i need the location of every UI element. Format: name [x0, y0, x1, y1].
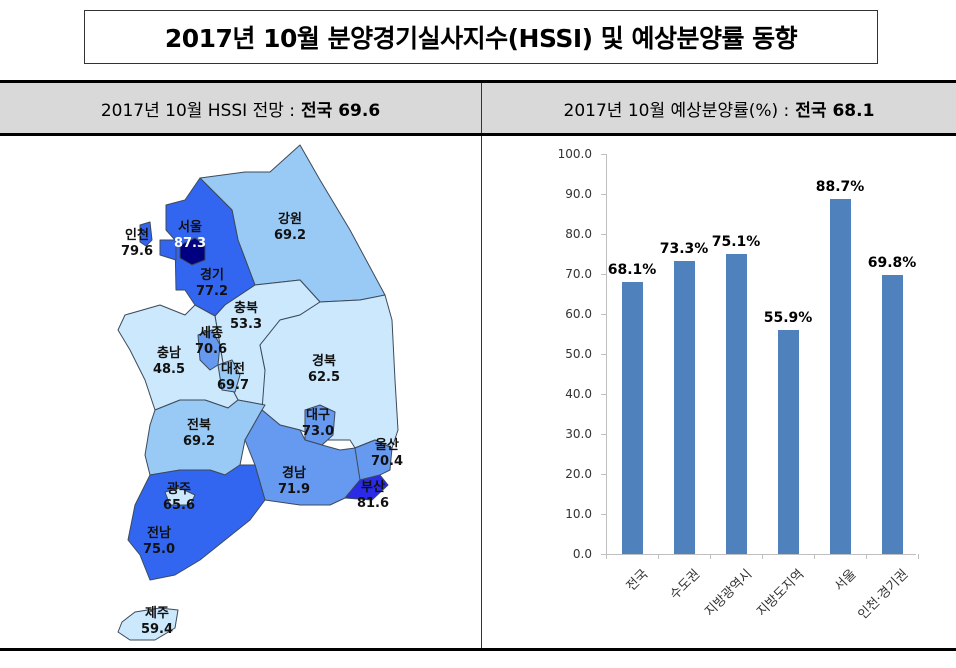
bar-value-label: 69.8%: [867, 254, 917, 271]
region-label-daegu: 대구 73.0: [301, 408, 335, 439]
x-category-label: 지방도지역: [754, 566, 808, 620]
bar-value-label: 73.3%: [659, 240, 709, 257]
hssi-korea-map: 인천 79.6 서울 87.3 경기 77.2 강원 69.2 충북 53.3 세종 70.…: [0, 136, 481, 648]
region-label-gyeonggi: 경기 77.2: [195, 268, 229, 299]
region-label-gyeongbuk: 경북 62.5: [307, 354, 341, 385]
y-tick-mark: [601, 354, 606, 355]
y-tick: 70.0: [565, 267, 592, 281]
hssi-header: 2017년 10월 HSSI 전망 : 전국 69.6: [0, 83, 482, 133]
y-tick-mark: [601, 554, 606, 555]
region-jeonbuk: [144, 399, 266, 476]
hssi-header-value: 전국 69.6: [301, 100, 381, 121]
region-seoul: [179, 237, 206, 266]
bar: [882, 274, 903, 554]
y-tick-mark: [601, 474, 606, 475]
section-header-row: 2017년 10월 HSSI 전망 : 전국 69.6 2017년 10월 예상…: [0, 80, 956, 136]
page-title: 2017년 10월 분양경기실사지수(HSSI) 및 예상분양률 동향: [84, 10, 878, 64]
y-tick-mark: [601, 394, 606, 395]
x-tick-mark: [918, 554, 919, 559]
y-tick: 20.0: [565, 467, 592, 481]
bar: [726, 253, 747, 554]
y-tick: 90.0: [565, 187, 592, 201]
y-axis-line: [606, 154, 607, 554]
x-category-label: 수도권: [667, 566, 704, 603]
x-category-label: 인천·경기권: [855, 566, 912, 623]
y-tick: 100.0: [557, 147, 592, 161]
region-jeonnam: [127, 464, 266, 581]
region-gyeonggi: [165, 177, 256, 317]
x-category-label: 전국: [623, 566, 652, 595]
y-tick: 30.0: [565, 427, 592, 441]
region-label-jeonbuk: 전북 69.2: [182, 418, 216, 449]
bar: [622, 281, 643, 554]
x-tick-mark: [814, 554, 815, 559]
column-divider: [481, 136, 482, 650]
bottom-rule: [0, 648, 956, 651]
region-label-gangwon: 강원 69.2: [273, 212, 307, 243]
x-tick-mark: [710, 554, 711, 559]
y-tick-mark: [601, 514, 606, 515]
bar-value-label: 68.1%: [607, 261, 657, 278]
y-tick-mark: [601, 154, 606, 155]
region-label-chungbuk: 충북 53.3: [229, 301, 263, 332]
region-gyeongbuk: [259, 294, 399, 449]
region-busan: [344, 474, 389, 501]
x-tick-mark: [606, 554, 607, 559]
korea-map-svg: [117, 144, 399, 641]
region-label-incheon: 인천 79.6: [120, 228, 154, 259]
bar-value-label: 75.1%: [711, 233, 761, 250]
region-label-gyeongnam: 경남 71.9: [277, 466, 311, 497]
y-tick: 0.0: [572, 547, 592, 561]
x-category-label: 지방광역시: [702, 566, 756, 620]
sales-rate-header-label: 2017년 10월 예상분양률(%) :: [563, 100, 790, 121]
region-label-daejeon: 대전 69.7: [216, 362, 250, 393]
x-category-label: 서울: [831, 566, 860, 595]
y-tick-mark: [601, 234, 606, 235]
y-axis-ticks: 100.0 90.0 80.0 70.0 60.0 50.0 40.0 30.0…: [522, 136, 592, 648]
region-label-sejong: 세종 70.6: [194, 326, 228, 357]
x-tick-mark: [866, 554, 867, 559]
bar: [830, 199, 851, 554]
sales-rate-header: 2017년 10월 예상분양률(%) : 전국 68.1: [482, 83, 956, 133]
region-label-busan: 부산 81.6: [356, 480, 390, 511]
y-tick: 80.0: [565, 227, 592, 241]
y-tick-mark: [601, 194, 606, 195]
region-label-chungnam: 충남 48.5: [152, 346, 186, 377]
y-tick-mark: [601, 274, 606, 275]
region-label-gwangju: 광주 65.6: [162, 482, 196, 513]
x-tick-mark: [658, 554, 659, 559]
region-label-jeju: 제주 59.4: [140, 606, 174, 637]
y-tick: 50.0: [565, 347, 592, 361]
region-gwangju: [164, 487, 196, 506]
hssi-header-label: 2017년 10월 HSSI 전망 :: [100, 100, 296, 121]
y-tick: 10.0: [565, 507, 592, 521]
y-tick: 60.0: [565, 307, 592, 321]
bar-value-label: 88.7%: [815, 179, 865, 196]
x-tick-mark: [762, 554, 763, 559]
region-daejeon: [217, 359, 241, 393]
y-tick-mark: [601, 434, 606, 435]
region-label-jeonnam: 전남 75.0: [142, 526, 176, 557]
region-jeju: [117, 607, 179, 641]
y-tick-mark: [601, 314, 606, 315]
region-incheon: [139, 221, 177, 261]
bar: [674, 260, 695, 554]
y-tick: 40.0: [565, 387, 592, 401]
bar: [778, 330, 799, 554]
region-label-seoul: 서울 87.3: [173, 220, 207, 251]
bar-value-label: 55.9%: [763, 310, 813, 327]
expected-sales-rate-chart: 100.0 90.0 80.0 70.0 60.0 50.0 40.0 30.0…: [482, 136, 956, 648]
x-axis-line: [602, 554, 916, 555]
sales-rate-header-value: 전국 68.1: [795, 100, 875, 121]
region-label-ulsan: 울산 70.4: [370, 438, 404, 469]
